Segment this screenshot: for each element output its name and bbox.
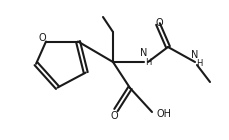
Text: O: O bbox=[38, 32, 46, 43]
Text: H: H bbox=[145, 58, 151, 67]
Text: OH: OH bbox=[157, 109, 172, 119]
Text: N: N bbox=[140, 48, 148, 58]
Text: O: O bbox=[110, 111, 118, 121]
Text: O: O bbox=[155, 18, 163, 28]
Text: N: N bbox=[191, 50, 199, 60]
Text: H: H bbox=[196, 59, 202, 68]
